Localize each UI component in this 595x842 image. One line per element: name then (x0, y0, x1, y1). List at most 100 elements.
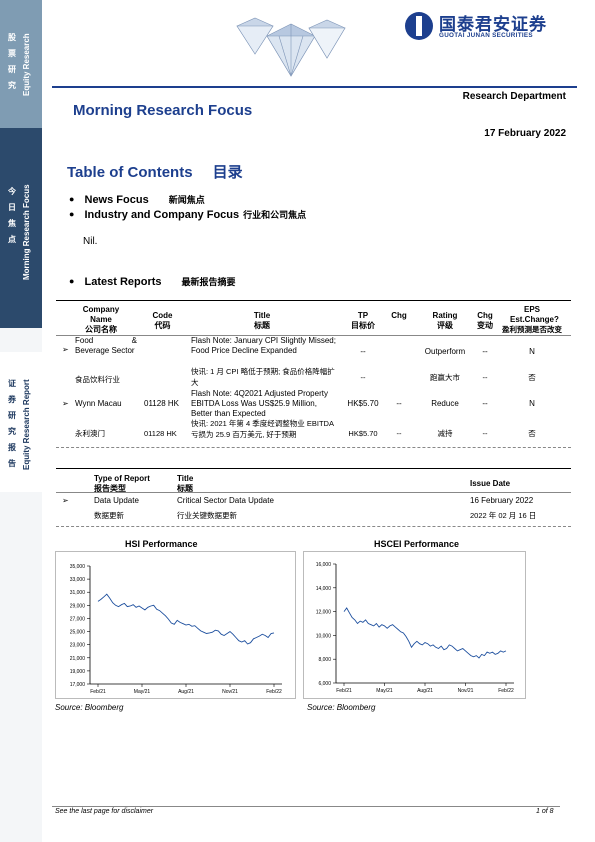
cell-title[interactable]: Flash Note: January CPI Slightly Missed;… (191, 336, 336, 355)
col-header-en: Title (177, 474, 194, 483)
y-tick-label: 14,000 (316, 586, 332, 592)
col-header-title: Title 标题 (177, 474, 193, 494)
x-tick-label: Feb/21 (90, 689, 106, 695)
col-header-type: Type of Report 报告类型 (94, 474, 150, 494)
col-header-en: EPS Est.Change? (510, 305, 559, 324)
hscei-chart-frame: 16,000 14,000 12,000 10,000 8,000 6,000 Feb/21… (303, 551, 526, 699)
sidebar-equity-research: 股票研究 Equity Research (0, 0, 42, 128)
x-tick-label: Nov/21 (222, 689, 238, 695)
x-tick-label: Feb/22 (498, 688, 514, 694)
cell-chg2: -- (482, 399, 488, 408)
col-header-cn: 标题 (177, 484, 193, 493)
x-tick-label: May/21 (376, 688, 393, 694)
cell-title-cn: 快讯: 2021 年第 4 季度经调整物业 EBITDA 亏损为 25.9 百万… (191, 419, 334, 439)
cell-rating-cn: 跑赢大市 (430, 373, 460, 382)
cell-eps-cn: 否 (528, 429, 536, 438)
col-header-issue-date: Issue Date (470, 479, 511, 488)
toc-item-news[interactable]: News Focus 新闻焦点 (69, 193, 205, 206)
col-header-eps: EPS Est.Change? 盈利预测是否改变 (500, 305, 564, 335)
cell-code: 01128 HK (144, 399, 179, 408)
cell-eps: N (529, 399, 535, 408)
sidebar-cn-label: 今日焦点 (8, 187, 16, 244)
cell-title-cn: 快讯: 1 月 CPI 略低于预期; 食品价格降幅扩大 (191, 367, 335, 387)
toc-item-label-cn: 新闻焦点 (168, 195, 205, 205)
col-header-title: Title 标题 (192, 311, 332, 331)
left-sidebar: 股票研究 Equity Research 今日焦点 Morning Resear… (0, 0, 42, 842)
cell-chg: -- (396, 399, 402, 408)
table-top-rule (56, 300, 571, 301)
toc-item-label: News Focus (84, 194, 149, 206)
col-header-cn: 公司名称 (85, 325, 117, 334)
cell-issue-date-cn: 2022 年 02 月 16 日 (470, 511, 537, 520)
table2-top-rule (56, 468, 571, 469)
cell-chg2: -- (482, 347, 488, 356)
department-label: Research Department (462, 91, 566, 102)
table-header-rule (56, 335, 571, 336)
toc-item-latest[interactable]: Latest Reports 最新报告摘要 (69, 275, 236, 288)
sidebar-cn-label: 证券研究报告 (8, 379, 16, 468)
cell-type: Data Update (94, 496, 139, 505)
y-tick-label: 17,000 (70, 682, 86, 688)
y-tick-label: 10,000 (316, 633, 332, 639)
cell-tp: HK$5.70 (347, 399, 379, 408)
hscei-chart-source: Source: Bloomberg (307, 703, 376, 712)
logo-cn-text: 国泰君安证券 (439, 15, 547, 34)
x-tick-label: Feb/22 (266, 689, 282, 695)
x-tick-label: Aug/21 (417, 688, 433, 694)
y-tick-label: 8,000 (318, 657, 331, 663)
y-tick-label: 21,000 (70, 656, 86, 662)
y-tick-label: 6,000 (318, 681, 331, 687)
toc-item-label-cn: 行业和公司焦点 (243, 210, 307, 220)
cell-code-cn: 01128 HK (144, 429, 177, 438)
y-tick-label: 25,000 (70, 630, 86, 636)
cell-title-cn: 行业关键数据更新 (177, 511, 237, 520)
col-header-en: Rating (432, 311, 458, 320)
hscei-chart-title: HSCEI Performance (374, 539, 460, 549)
col-header-en: Title (253, 311, 271, 320)
cell-company[interactable]: Food & Beverage Sector (75, 336, 137, 355)
y-tick-label: 19,000 (70, 669, 86, 675)
col-header-cn: 目标价 (351, 321, 375, 330)
sidebar-en-label: Morning Research Focus (22, 184, 31, 280)
toc-title-cn: 目录 (212, 164, 243, 181)
cell-company[interactable]: Wynn Macau (75, 399, 122, 408)
company-logo: 国泰君安证券 GUOTAI JUNAN SECURITIES (405, 10, 577, 42)
toc-item-label: Industry and Company Focus (84, 209, 240, 221)
cell-eps: N (529, 347, 535, 356)
col-header-company: Company Name 公司名称 (66, 305, 136, 335)
x-tick-label: Nov/21 (458, 688, 474, 694)
cell-company-cn: 食品饮料行业 (75, 375, 120, 384)
cell-chg-cn: -- (396, 429, 402, 438)
cell-company-cn: 永利澳门 (75, 429, 105, 438)
series-line (343, 607, 507, 659)
col-header-en: TP (357, 311, 369, 320)
logo-en-text: GUOTAI JUNAN SECURITIES (439, 32, 533, 39)
cell-tp-cn: HK$5.70 (348, 429, 378, 438)
col-header-en: Type of Report (94, 474, 150, 483)
cell-issue-date: 16 February 2022 (470, 496, 534, 505)
col-header-chg2: Chg 变动 (472, 311, 498, 331)
y-tick-label: 29,000 (70, 603, 86, 609)
cell-title[interactable]: Flash Note: 4Q2021 Adjusted Property EBI… (191, 389, 328, 418)
footer-disclaimer: See the last page for disclaimer (55, 808, 154, 815)
cell-title[interactable]: Critical Sector Data Update (177, 496, 274, 505)
x-tick-label: May/21 (134, 689, 151, 695)
cell-type-cn: 数据更新 (94, 511, 124, 520)
cell-tp: -- (360, 347, 366, 356)
diamonds-image (236, 17, 346, 77)
series-line (97, 593, 275, 645)
page-title: Morning Research Focus (73, 102, 253, 119)
col-header-tp: TP 目标价 (342, 311, 384, 331)
table2-header-rule (56, 492, 571, 493)
y-tick-label: 31,000 (70, 590, 86, 596)
page-number: 1 of 8 (536, 808, 554, 815)
table-bottom-rule (56, 447, 571, 448)
cell-tp-cn: -- (360, 373, 366, 382)
col-header-code: Code 代码 (140, 311, 185, 331)
col-header-cn: 盈利预测是否改变 (502, 325, 562, 334)
toc-item-label-cn: 最新报告摘要 (181, 277, 236, 287)
col-header-cn: 报告类型 (94, 484, 126, 493)
sidebar-en-label: Equity Research (22, 33, 31, 96)
y-tick-label: 16,000 (316, 562, 332, 568)
